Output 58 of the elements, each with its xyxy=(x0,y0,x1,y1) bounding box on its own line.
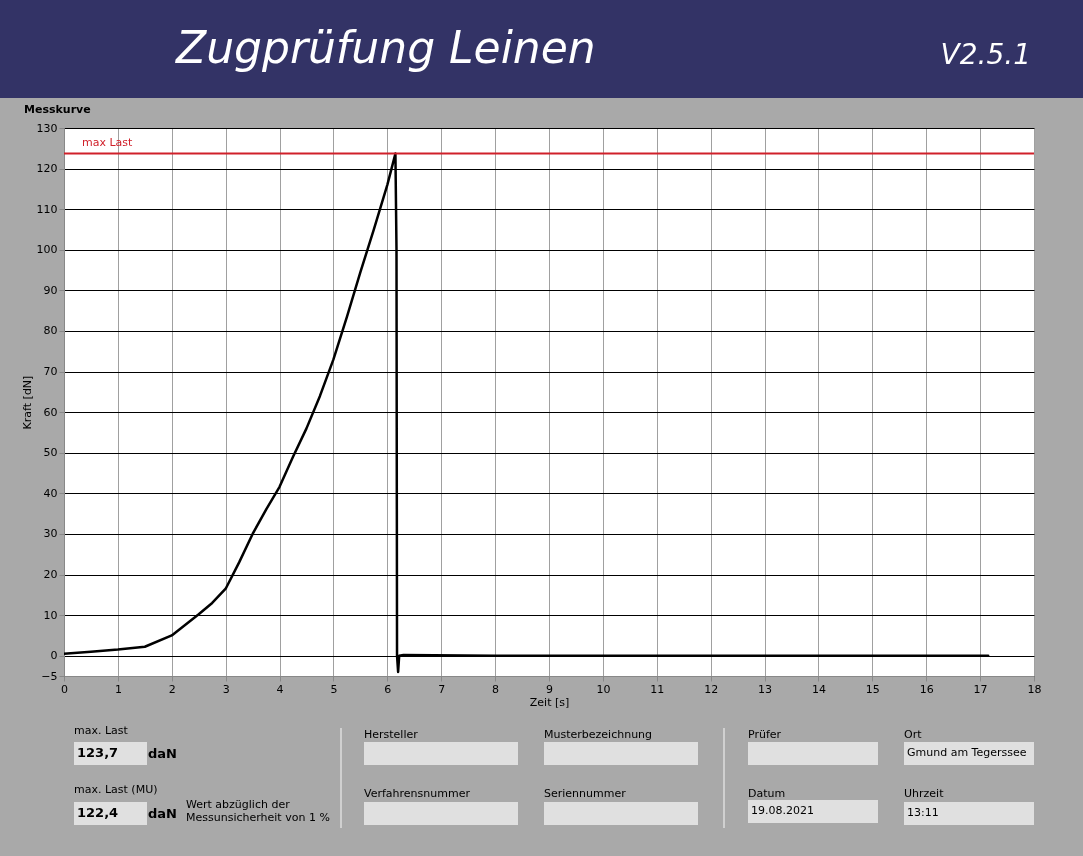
y-tick-label: 40 xyxy=(43,486,58,500)
x-tick-label: 6 xyxy=(384,682,392,696)
ref-line-label: max Last xyxy=(82,135,134,149)
x-tick-label: 13 xyxy=(758,682,773,696)
text: daN xyxy=(148,746,177,761)
y-tick-label: 80 xyxy=(43,324,58,338)
text: daN xyxy=(148,806,177,821)
x-tick-label: 2 xyxy=(168,682,176,696)
y-tick-label: 30 xyxy=(43,527,58,541)
chart-subtitle: Messkurve xyxy=(24,103,91,116)
text: Datum xyxy=(748,787,786,800)
x-tick-label: 0 xyxy=(61,682,68,696)
y-tick-label: 70 xyxy=(43,365,58,379)
text: Musterbezeichnung xyxy=(544,728,653,741)
text: 19.08.2021 xyxy=(748,800,878,823)
x-tick-label: 16 xyxy=(919,682,934,696)
chart-title: Zugprüfung Leinen xyxy=(176,22,596,73)
x-axis-title: Zeit [s] xyxy=(529,695,570,709)
y-tick-label: −5 xyxy=(41,669,58,683)
x-tick-label: 11 xyxy=(650,682,665,696)
x-tick-label: 10 xyxy=(596,682,611,696)
text: 13:11 xyxy=(904,802,1034,825)
x-tick-label: 5 xyxy=(330,682,338,696)
y-tick-label: 130 xyxy=(36,121,58,135)
text: Verfahrensnummer xyxy=(364,787,470,800)
text: Ort xyxy=(904,728,922,741)
x-tick-label: 18 xyxy=(1027,682,1042,696)
x-tick-label: 9 xyxy=(546,682,553,696)
y-tick-label: 120 xyxy=(36,162,58,176)
x-tick-label: 14 xyxy=(811,682,826,696)
y-tick-label: 90 xyxy=(43,283,58,297)
x-tick-label: 8 xyxy=(492,682,500,696)
text: Uhrzeit xyxy=(904,787,944,800)
text: max. Last (MU) xyxy=(74,783,158,796)
text: max. Last xyxy=(74,724,128,737)
y-tick-label: 60 xyxy=(43,405,58,419)
x-tick-label: 7 xyxy=(438,682,446,696)
x-tick-label: 3 xyxy=(222,682,230,696)
text: 122,4 xyxy=(74,802,147,825)
x-tick-label: 12 xyxy=(704,682,719,696)
text: V2.5.1 xyxy=(940,38,1031,71)
text: Prüfer xyxy=(748,728,782,741)
y-tick-label: 20 xyxy=(43,568,58,582)
x-tick-label: 1 xyxy=(114,682,122,696)
text: Seriennummer xyxy=(544,787,626,800)
y-tick-label: 0 xyxy=(50,649,58,663)
y-tick-label: 110 xyxy=(36,202,58,216)
y-axis-title: Kraft [dN] xyxy=(20,375,34,430)
x-tick-label: 15 xyxy=(865,682,880,696)
text: 123,7 xyxy=(74,742,147,765)
y-tick-label: 100 xyxy=(36,243,58,257)
y-tick-label: 50 xyxy=(43,446,58,460)
x-tick-label: 17 xyxy=(973,682,988,696)
text: Wert abzüglich der Messunsicherheit von 1 % xyxy=(186,798,331,824)
x-tick-label: 4 xyxy=(276,682,284,696)
y-tick-label: 10 xyxy=(43,608,58,622)
text: Gmund am Tegerssee xyxy=(904,742,1034,765)
text: Hersteller xyxy=(364,728,418,741)
